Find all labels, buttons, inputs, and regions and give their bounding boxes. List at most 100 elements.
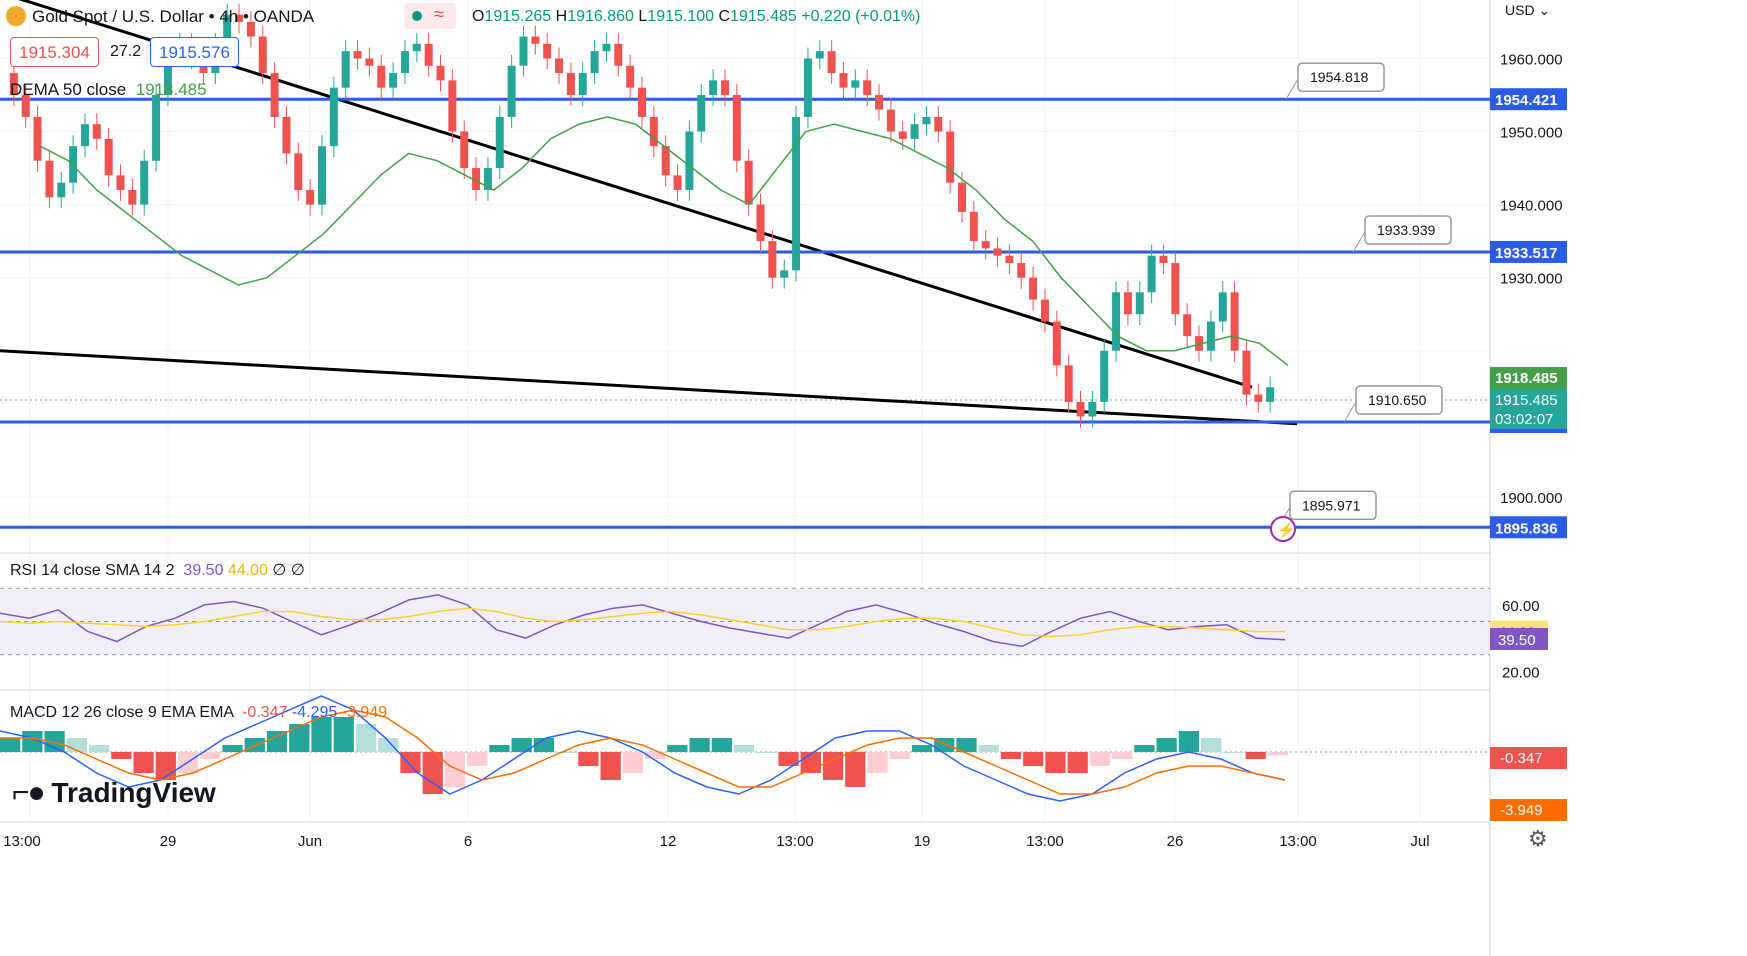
rsi-band: [0, 587, 1490, 656]
candle-body: [365, 58, 374, 66]
macd-hist-bar: [489, 745, 510, 752]
candle-body: [981, 241, 990, 249]
lightning-glyph: ⚡: [1277, 521, 1296, 539]
level-axis-tag: [1490, 240, 1567, 263]
price-tick: 1940.000: [1500, 198, 1563, 215]
wave-icon[interactable]: ≈: [434, 4, 444, 24]
candle-body: [1159, 255, 1168, 264]
macd-hist-bar: [689, 738, 710, 752]
macd-hist-bar: [1045, 752, 1066, 773]
time-tick: 26: [1167, 833, 1184, 850]
settings-gear-icon[interactable]: ⚙: [1528, 826, 1548, 851]
symbol-title[interactable]: Gold Spot / U.S. Dollar • 4h • OANDA: [6, 6, 314, 27]
level-axis-label: 1954.421: [1495, 92, 1558, 109]
macd-signal-label: -3.949: [1500, 802, 1543, 819]
rsi-series-rsi: [0, 594, 1286, 648]
level-axis-tag: [1490, 516, 1567, 539]
candle-body: [128, 189, 137, 205]
currency-selector[interactable]: USD ⌄: [1505, 2, 1551, 18]
candle-body: [1242, 350, 1251, 395]
candle-body: [827, 51, 836, 74]
macd-hist-bar: [622, 752, 643, 773]
macd-hist-bar: [978, 745, 999, 752]
candle-body: [531, 36, 540, 44]
candle-body: [140, 160, 149, 205]
candle-body: [851, 80, 860, 88]
macd-hist-bar: [355, 724, 377, 752]
candle-body: [9, 73, 18, 95]
macd-hist-bar: [200, 752, 221, 759]
candle-body: [57, 182, 66, 198]
candle-body: [898, 131, 907, 139]
candle-body: [436, 65, 445, 81]
macd-hist-bar: [511, 738, 532, 752]
candle-body: [1135, 292, 1144, 315]
ask-price[interactable]: 1915.576: [150, 37, 239, 67]
macd-hist-bar: [711, 738, 732, 752]
macd-hist-label: -0.347: [1500, 750, 1543, 767]
macd-hist-bar: [889, 752, 910, 759]
last-axis-label: 1915.485: [1495, 392, 1558, 409]
macd-hist-bar: [756, 752, 777, 753]
macd-legend: MACD 12 26 close 9 EMA EMA -0.347 -4.295…: [10, 704, 388, 721]
time-tick: 13:00: [776, 833, 814, 850]
candle-body: [460, 131, 469, 169]
candle-body: [744, 160, 753, 205]
macd-hist-bar: [733, 745, 755, 752]
callout-pointer: [1352, 231, 1366, 253]
macd-hist-tag: [1490, 747, 1567, 769]
candle-body: [306, 189, 315, 205]
callout-box: [1297, 62, 1385, 92]
candle-body: [282, 116, 291, 154]
candle-body: [1029, 277, 1038, 300]
macd-hist-bar: [956, 738, 977, 752]
rsi-lines: [0, 594, 1286, 648]
callout-label: 1910.650: [1368, 392, 1427, 408]
level-callouts[interactable]: 1954.818 1933.939 1910.650 1895.971 ⚡: [1270, 62, 1452, 542]
rsi-tag: [1490, 627, 1548, 650]
quick-buttons[interactable]: ≈: [404, 3, 456, 29]
candle-body: [661, 146, 670, 176]
candle-body: [223, 14, 232, 44]
dema-line: [39, 116, 1289, 366]
candle-body: [732, 94, 741, 161]
bid-price[interactable]: 1915.304: [10, 37, 99, 67]
tradingview-watermark: ⌐● TradingView: [12, 776, 216, 809]
macd-hist-bar: [333, 717, 354, 752]
candle-body: [246, 21, 255, 37]
macd-hist-bar: [1023, 752, 1044, 766]
ohlc-readout: O1915.265 H1916.860 L1915.100 C1915.485 …: [472, 8, 921, 25]
time-tick: 13:00: [3, 833, 41, 850]
macd-hist-bar: [1245, 752, 1266, 759]
candle-body: [1076, 401, 1085, 417]
macd-hist-bar: [867, 752, 888, 773]
dot-icon[interactable]: [412, 11, 422, 21]
candle-body: [472, 168, 481, 190]
candle-body: [815, 51, 824, 59]
macd-series-signal: [0, 709, 1286, 795]
macd-hist-bar: [822, 752, 844, 780]
candle-body: [578, 73, 587, 95]
candle-body: [958, 182, 966, 212]
price-axis: 1954.4211933.5171910.2391895.8361960.000…: [1490, 51, 1567, 821]
candle-body: [673, 175, 682, 190]
candle-body: [1112, 292, 1121, 351]
candle-body: [104, 138, 113, 176]
candle-body: [1064, 365, 1073, 402]
candle-body: [1017, 263, 1026, 278]
candle-body: [448, 80, 457, 132]
candle-body: [400, 51, 409, 74]
macd-hist-bar: [1156, 738, 1177, 752]
macd-hist-bar: [44, 731, 65, 752]
candle-body: [1230, 292, 1239, 351]
candle-body: [910, 124, 919, 139]
time-tick: Jul: [1410, 833, 1429, 850]
time-tick: 13:00: [1026, 833, 1064, 850]
candle-body: [1088, 401, 1097, 417]
candle-body: [389, 73, 398, 88]
horizontal-levels[interactable]: [0, 97, 1490, 529]
candle-body: [626, 65, 635, 88]
last-axis-tag: [1490, 389, 1567, 429]
price-tick: 1960.000: [1500, 51, 1563, 68]
